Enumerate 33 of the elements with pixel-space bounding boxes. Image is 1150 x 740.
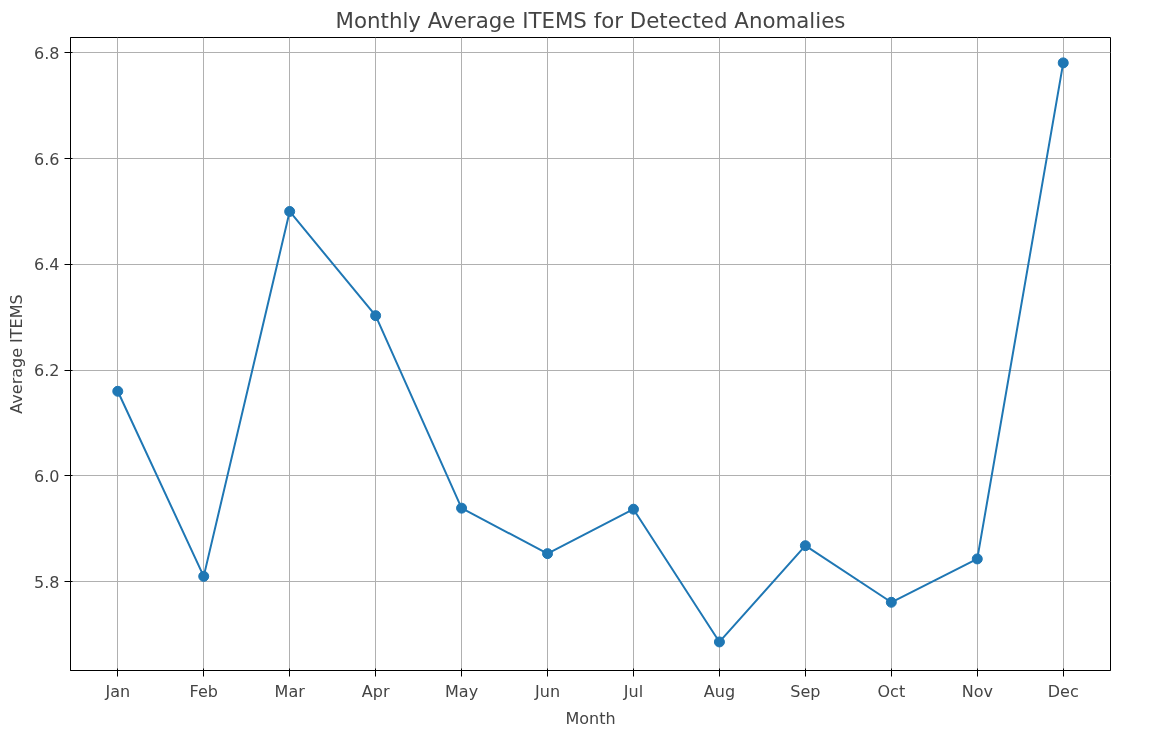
point [370,310,382,322]
point [456,502,468,514]
x-tick-label: Apr [361,681,390,701]
y-tick-label: 6.6 [34,149,60,169]
x-tick-label: Jul [622,681,644,701]
point [112,385,124,397]
y-axis-title: Average ITEMS [7,294,27,414]
y-tick-label: 6.0 [34,466,60,486]
y-tick-label: 6.8 [34,43,60,63]
y-tick-label: 5.8 [34,572,60,592]
x-tick-label: Feb [189,681,218,701]
y-tick-label: 6.4 [34,255,60,275]
x-tick-label: Oct [877,681,906,701]
point [971,553,983,565]
x-axis-title: Month [565,708,616,728]
x-tick-label: Jan [104,681,131,701]
point [198,570,210,582]
point [1057,57,1069,69]
x-tick-label: Mar [274,681,306,701]
point [284,205,296,217]
point [542,548,554,560]
x-tick-label: Jun [534,681,561,701]
point [799,540,811,552]
x-tick-label: May [445,681,479,701]
point [885,596,897,608]
point [627,503,639,515]
point [713,636,725,648]
y-tick-label: 6.2 [34,361,60,381]
x-tick-label: Sep [790,681,821,701]
x-tick-label: Dec [1047,681,1079,701]
x-tick-label: Aug [703,681,736,701]
x-tick-label: Nov [961,681,993,701]
chart-title: Monthly Average ITEMS for Detected Anomalies [335,7,846,33]
